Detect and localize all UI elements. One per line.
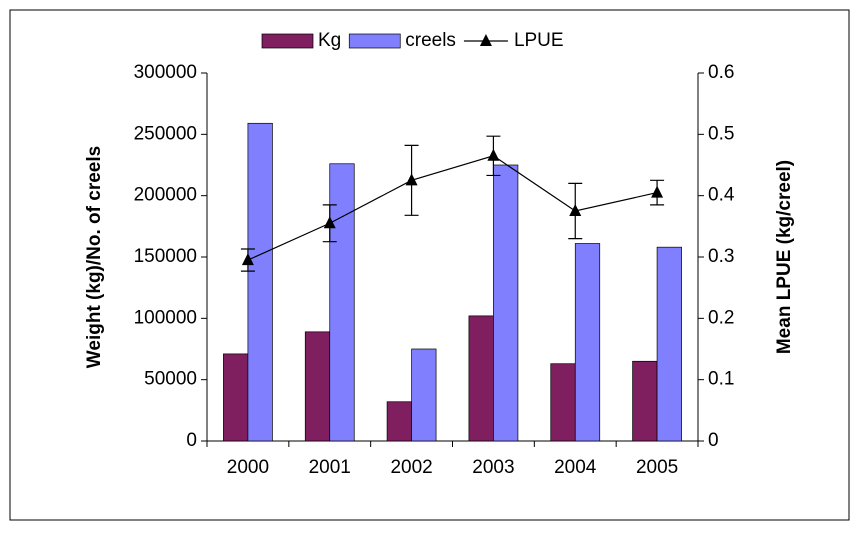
- y-tick-label: 150000: [134, 246, 197, 267]
- bar: [550, 363, 576, 442]
- x-tick-label: 2000: [227, 457, 269, 478]
- y2-tick-label: 0.1: [708, 369, 734, 390]
- legend-swatch: [348, 33, 401, 49]
- y2-tick-label: 0.4: [708, 185, 735, 206]
- y-axis-title: Weight (kg)/No. of creels: [84, 146, 105, 368]
- y2-tick-label: 0: [708, 430, 719, 451]
- y2-tick-label: 0.3: [708, 246, 734, 267]
- x-tick-label: 2001: [309, 457, 351, 478]
- marker: [651, 185, 664, 198]
- y2-tick-label: 0.2: [708, 307, 734, 328]
- x-tick-label: 2004: [554, 457, 597, 478]
- y-tick-label: 100000: [134, 307, 197, 328]
- y-tick-label: 0: [186, 430, 197, 451]
- legend-marker: [479, 34, 492, 46]
- y-tick-label: 50000: [144, 369, 197, 390]
- bar: [329, 163, 355, 442]
- x-tick-label: 2003: [472, 457, 514, 478]
- y2-tick-label: 0.6: [708, 62, 734, 83]
- y2-tick-label: 0.5: [708, 123, 734, 144]
- bar: [493, 164, 519, 442]
- bar: [304, 331, 331, 442]
- y-tick-label: 300000: [134, 62, 197, 83]
- legend-label: Kg: [318, 30, 341, 51]
- marker: [241, 253, 254, 266]
- legend-label: creels: [405, 30, 456, 51]
- bar: [574, 243, 601, 442]
- bar: [656, 246, 682, 442]
- marker: [405, 173, 418, 186]
- y-tick-label: 250000: [134, 123, 197, 144]
- marker: [569, 204, 582, 216]
- y-tick-label: 200000: [134, 185, 197, 206]
- x-tick-label: 2005: [636, 457, 678, 478]
- bar: [468, 315, 494, 442]
- bar: [632, 360, 658, 442]
- legend-swatch: [261, 33, 314, 49]
- bar: [223, 353, 249, 442]
- legend-label: LPUE: [514, 30, 564, 51]
- marker: [323, 216, 336, 229]
- bar: [386, 401, 412, 442]
- bar: [247, 122, 273, 442]
- line: [247, 155, 658, 261]
- y2-axis-title: Mean LPUE (kg/creel): [774, 160, 795, 354]
- marker: [487, 148, 500, 161]
- bar: [411, 348, 437, 442]
- x-tick-label: 2002: [390, 457, 432, 478]
